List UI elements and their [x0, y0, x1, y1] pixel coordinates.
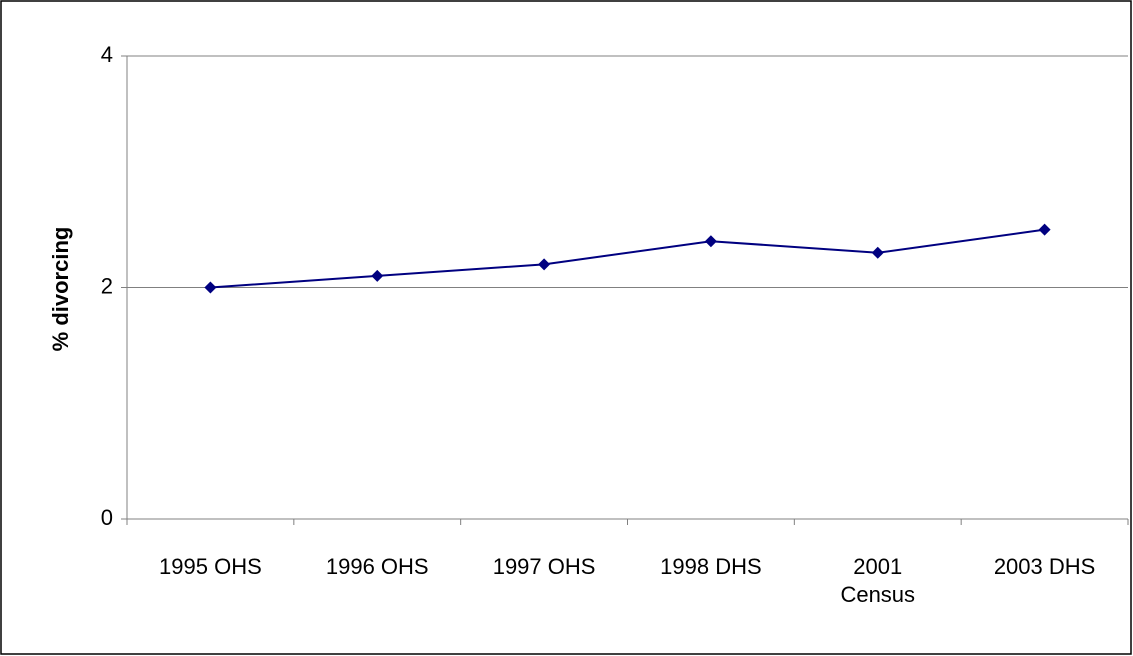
y-tick-label: 4	[101, 42, 113, 67]
marker	[1038, 223, 1051, 236]
y-axis-label: % divorcing	[48, 227, 73, 352]
x-tick-label: 1995 OHS	[159, 554, 262, 579]
marker	[871, 246, 884, 259]
x-tick-label: 1996 OHS	[325, 554, 429, 579]
y-tick-label: 0	[101, 505, 113, 530]
marker	[371, 269, 384, 282]
x-tick-label: 2003 DHS	[993, 554, 1096, 579]
line	[210, 228, 1045, 289]
x-tick-label: 1997 OHS	[492, 554, 596, 579]
marker	[538, 258, 551, 271]
y-tick-label: 2	[101, 273, 113, 298]
marker	[704, 235, 717, 248]
x-tick-label: 1998 DHS	[660, 554, 762, 579]
x-tick-label: 2001 Census	[840, 554, 916, 607]
marker	[204, 281, 217, 294]
